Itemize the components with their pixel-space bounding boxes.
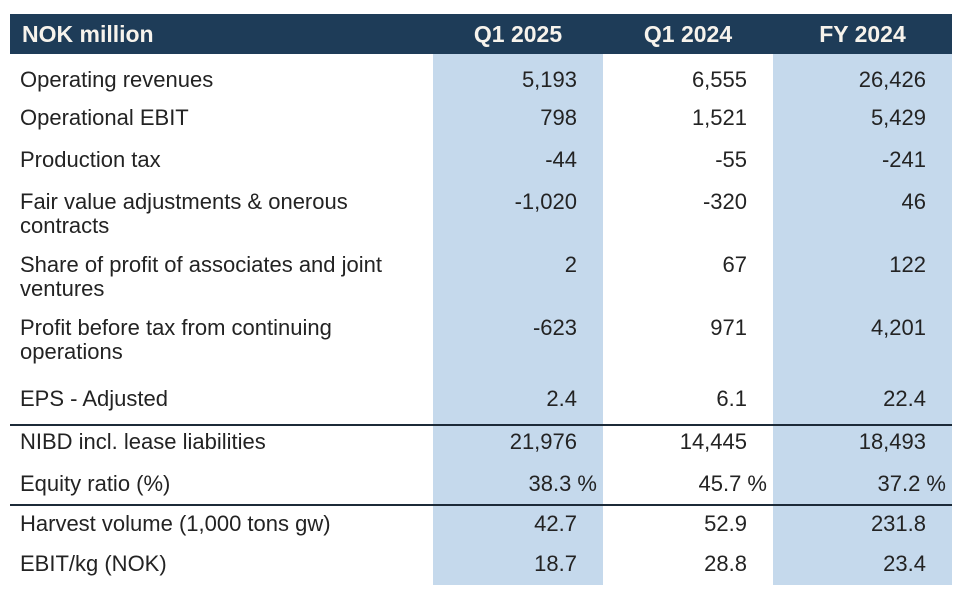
- cell-q1-2024: 28.8: [704, 551, 747, 576]
- row-label: Operational EBIT: [20, 105, 189, 130]
- cell-fy-2024: 37.2 %: [773, 464, 952, 504]
- financial-summary-table: NOK million Q1 2025 Q1 2024 FY 2024 Oper…: [10, 14, 952, 585]
- cell-q1-2025: 42.7: [433, 506, 603, 544]
- row-label: Production tax: [20, 147, 161, 172]
- cell-fy-2024: 5,429: [773, 98, 952, 140]
- row-label: Equity ratio (%): [20, 471, 171, 496]
- cell-fy-2024: 46: [773, 182, 952, 245]
- cell-q1-2024: 67: [722, 252, 747, 277]
- cell-q1-2025: 798: [433, 98, 603, 140]
- row-operating-revenues: Operating revenues 5,193 6,555 26,426: [10, 54, 952, 98]
- cell-q1-2025: -623: [433, 308, 603, 371]
- row-eps-adjusted: EPS - Adjusted 2.4 6.1 22.4: [10, 371, 952, 424]
- row-label: Fair value adjustments & onerous contract…: [20, 189, 348, 238]
- cell-q1-2025: 21,976: [433, 426, 603, 464]
- cell-q1-2025: 18.7: [433, 544, 603, 585]
- cell-fy-2024: -241: [773, 140, 952, 182]
- row-label: Harvest volume (1,000 tons gw): [20, 511, 331, 536]
- cell-fy-2024: 23.4: [773, 544, 952, 585]
- cell-q1-2024: 52.9: [704, 511, 747, 536]
- cell-q1-2024: -55: [715, 147, 747, 172]
- cell-q1-2024: 14,445: [679, 429, 747, 454]
- row-share-of-profit-associates: Share of profit of associates and joint v…: [10, 245, 952, 308]
- cell-q1-2025: -1,020: [433, 182, 603, 245]
- row-label: Share of profit of associates and joint v…: [20, 252, 382, 301]
- row-profit-before-tax: Profit before tax from continuing operati…: [10, 308, 952, 371]
- row-fair-value-adjustments: Fair value adjustments & onerous contract…: [10, 182, 952, 245]
- cell-fy-2024: 4,201: [773, 308, 952, 371]
- row-harvest-volume: Harvest volume (1,000 tons gw) 42.7 52.9…: [10, 504, 952, 544]
- row-nibd: NIBD incl. lease liabilities 21,976 14,4…: [10, 424, 952, 464]
- cell-q1-2024: 1,521: [691, 105, 747, 130]
- header-unit-label: NOK million: [22, 20, 154, 47]
- cell-q1-2024: 6.1: [716, 386, 747, 411]
- row-operational-ebit: Operational EBIT 798 1,521 5,429: [10, 98, 952, 140]
- cell-q1-2024: 6,555: [691, 67, 747, 92]
- row-label: EBIT/kg (NOK): [20, 551, 167, 576]
- row-label: Profit before tax from continuing operati…: [20, 315, 332, 364]
- cell-q1-2025: -44: [433, 140, 603, 182]
- cell-q1-2024: -320: [702, 189, 747, 214]
- cell-q1-2025: 38.3 %: [433, 464, 603, 504]
- row-production-tax: Production tax -44 -55 -241: [10, 140, 952, 182]
- cell-q1-2025: 5,193: [433, 54, 603, 98]
- cell-q1-2025: 2.4: [433, 371, 603, 424]
- header-col-q1-2024: Q1 2024: [643, 20, 733, 47]
- header-col-q1-2025: Q1 2025: [473, 20, 563, 47]
- cell-q1-2025: 2: [433, 245, 603, 308]
- cell-fy-2024: 231.8: [773, 506, 952, 544]
- cell-fy-2024: 26,426: [773, 54, 952, 98]
- cell-fy-2024: 22.4: [773, 371, 952, 424]
- cell-q1-2024: 971: [710, 315, 747, 340]
- cell-q1-2024: 45.7 %: [698, 471, 768, 496]
- cell-fy-2024: 122: [773, 245, 952, 308]
- row-label: NIBD incl. lease liabilities: [20, 429, 266, 454]
- table-header-row: NOK million Q1 2025 Q1 2024 FY 2024: [10, 14, 952, 54]
- row-ebit-per-kg: EBIT/kg (NOK) 18.7 28.8 23.4: [10, 544, 952, 585]
- cell-fy-2024: 18,493: [773, 426, 952, 464]
- row-label: Operating revenues: [20, 67, 214, 92]
- row-equity-ratio: Equity ratio (%) 38.3 % 45.7 % 37.2 %: [10, 464, 952, 504]
- row-label: EPS - Adjusted: [20, 386, 168, 411]
- header-col-fy-2024: FY 2024: [819, 20, 906, 47]
